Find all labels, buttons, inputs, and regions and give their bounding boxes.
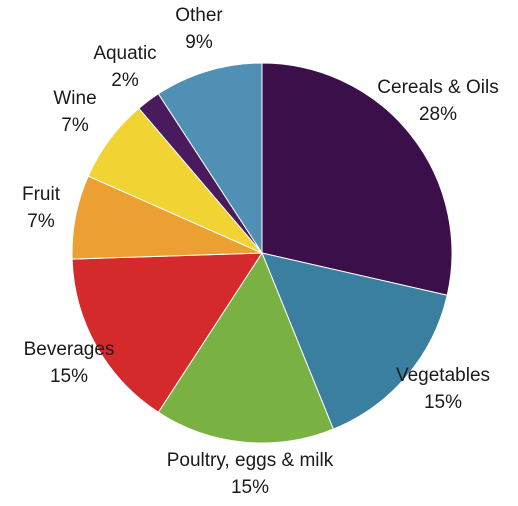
slice-value-other: 9% [185, 32, 213, 53]
pie-slice-poultry-eggs-milk [157, 251, 334, 444]
pie-labels: Cereals & Oils 28% Vegetables 15% Poultry, e… [22, 5, 499, 498]
slice-value-poultry-eggs-milk: 15% [231, 477, 269, 498]
pie-slice-beverages [71, 252, 263, 413]
pie-slice-other [157, 62, 263, 255]
slice-label-aquatic: Aquatic [93, 43, 156, 64]
slice-value-wine: 7% [61, 115, 89, 136]
slice-label-poultry-eggs-milk: Poultry, eggs & milk [167, 450, 334, 471]
pie-slice-vegetables [261, 252, 448, 430]
slice-value-fruit: 7% [27, 211, 55, 232]
pie-slice-cereals-oils [261, 62, 453, 296]
slice-value-aquatic: 2% [111, 70, 139, 91]
slice-label-beverages: Beverages [24, 339, 115, 360]
slice-value-vegetables: 15% [424, 392, 462, 413]
slice-value-beverages: 15% [50, 366, 88, 387]
slice-label-fruit: Fruit [22, 184, 61, 205]
slice-value-cereals-oils: 28% [419, 104, 457, 125]
slice-label-other: Other [175, 5, 223, 26]
slice-label-wine: Wine [53, 88, 96, 109]
pie-slices [71, 62, 453, 444]
slice-label-cereals-oils: Cereals & Oils [377, 77, 498, 98]
slice-label-vegetables: Vegetables [396, 365, 490, 386]
